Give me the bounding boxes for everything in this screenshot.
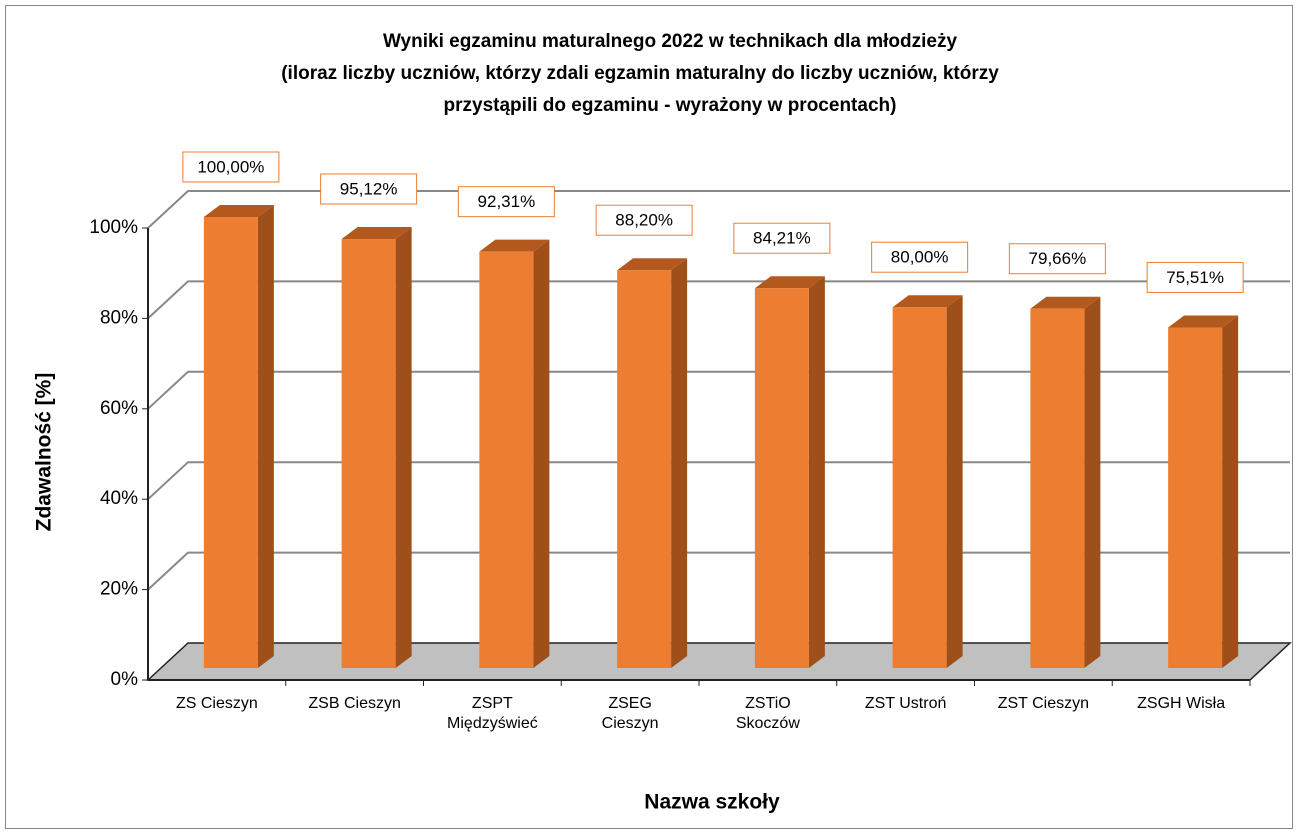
bar-face: [754, 276, 825, 289]
bar-face: [533, 239, 550, 669]
x-tick-label: ZST Cieszyn: [997, 695, 1090, 712]
bar-face: [1030, 308, 1085, 668]
bar: [341, 227, 412, 669]
chart-title: (iloraz liczby uczniów, którzy zdali egz…: [281, 63, 999, 84]
bar: [203, 205, 274, 668]
x-tick-label: ZST Ustroń: [864, 695, 947, 712]
x-tick-label: ZSTiO Skoczów: [735, 695, 800, 732]
value-label: 92,31%: [478, 192, 536, 211]
value-label-box: [595, 204, 693, 236]
bar-face: [257, 205, 274, 668]
bar-face: [1084, 296, 1101, 668]
bar-face: [341, 239, 396, 669]
value-label-box: [1146, 261, 1244, 293]
bar-face: [203, 205, 274, 217]
x-tick-label: ZS Cieszyn: [175, 695, 258, 712]
value-label: 75,51%: [1166, 268, 1224, 287]
bar-face: [203, 217, 258, 668]
value-label: 79,66%: [1029, 249, 1087, 268]
bar-face: [617, 258, 688, 271]
floor: [146, 642, 1292, 681]
bar: [892, 295, 963, 668]
x-tick-label: ZSB Cieszyn: [308, 695, 401, 712]
bar-face: [1030, 296, 1101, 309]
bar-face: [479, 239, 550, 252]
bar-face: [671, 258, 688, 668]
y-tick-label: 0%: [111, 669, 139, 690]
y-axis-title: Zdawalność [%]: [33, 373, 56, 532]
bar-face: [395, 227, 412, 669]
bar-face: [341, 227, 412, 240]
value-label-box: [1008, 243, 1106, 275]
x-axis-title: Nazwa szkoły: [644, 791, 780, 814]
value-label: 84,21%: [753, 229, 811, 248]
bar: [1030, 296, 1101, 668]
bar-face: [754, 288, 809, 668]
x-tick-label: ZSEG Cieszyn: [601, 695, 659, 732]
value-label: 88,20%: [615, 211, 673, 230]
value-label-box: [182, 151, 280, 183]
bar-face: [946, 295, 963, 668]
bar-face: [1168, 327, 1223, 668]
chart-title: przystąpili do egzaminu - wyrażony w pro…: [444, 95, 897, 116]
x-tick-label: ZSPT Międzyświeć: [447, 695, 538, 732]
value-label: 95,12%: [340, 179, 398, 198]
y-tick-label: 20%: [100, 579, 138, 600]
bar: [1168, 315, 1239, 668]
value-label: 100,00%: [197, 157, 264, 176]
value-label-box: [871, 241, 969, 273]
y-tick-label: 60%: [100, 398, 138, 419]
grid-line: [147, 280, 1290, 320]
bar: [617, 258, 688, 668]
bar-face: [617, 270, 672, 668]
value-label-box: [733, 222, 831, 254]
value-label-box: [320, 173, 418, 205]
bar: [479, 239, 550, 669]
chart-title: Wyniki egzaminu maturalnego 2022 w techn…: [383, 31, 957, 52]
bar-face: [892, 307, 947, 668]
y-tick-label: 100%: [89, 217, 138, 238]
y-tick-label: 80%: [100, 307, 138, 328]
value-label-box: [457, 186, 555, 218]
bar-face: [479, 251, 534, 669]
value-label: 80,00%: [891, 248, 949, 267]
bar-face: [808, 276, 825, 668]
y-tick-label: 40%: [100, 488, 138, 509]
bar-face: [892, 295, 963, 308]
x-tick-label: ZSGH Wisła: [1137, 695, 1226, 712]
bar-face: [1168, 315, 1239, 328]
bar: [754, 276, 825, 668]
grid-line: [147, 190, 1290, 229]
bar-face: [1222, 315, 1239, 668]
